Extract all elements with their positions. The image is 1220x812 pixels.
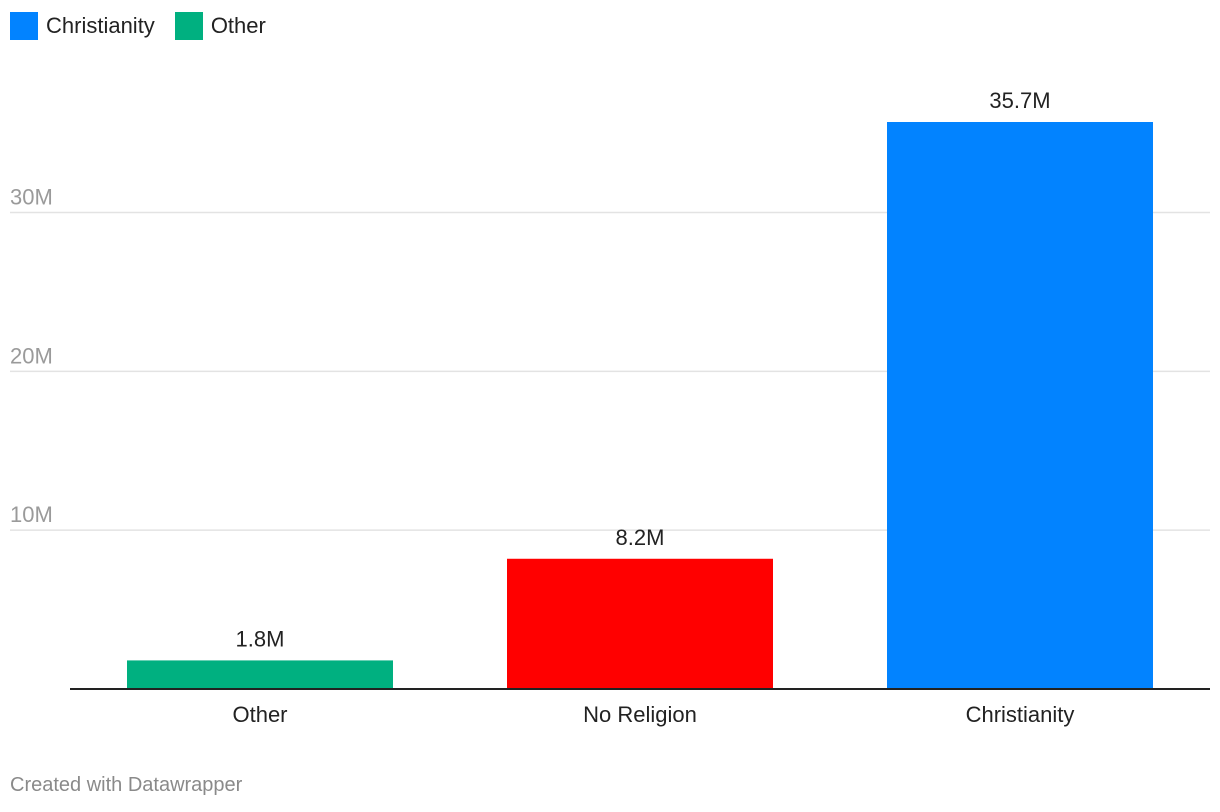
x-tick-label: No Religion <box>583 702 697 727</box>
bar <box>127 660 393 689</box>
footer-credit: Created with Datawrapper <box>10 774 243 796</box>
bar-value-label: 1.8M <box>236 626 285 651</box>
legend: Christianity Other <box>10 12 266 40</box>
legend-item-other: Other <box>174 12 266 40</box>
y-tick-label: 20M <box>10 343 53 368</box>
bar-value-label: 8.2M <box>616 525 665 550</box>
y-tick-label: 30M <box>10 185 53 210</box>
legend-swatch-christianity <box>10 12 38 40</box>
bar-value-label: 35.7M <box>989 88 1050 113</box>
x-tick-label: Other <box>232 702 287 727</box>
x-tick-label: Christianity <box>966 702 1075 727</box>
legend-swatch-other <box>174 12 203 40</box>
bar <box>887 122 1153 689</box>
legend-label-other: Other <box>210 13 266 38</box>
legend-item-christianity: Christianity <box>10 12 155 40</box>
bar <box>507 558 773 689</box>
y-tick-label: 10M <box>10 502 53 527</box>
legend-label-christianity: Christianity <box>46 13 155 38</box>
